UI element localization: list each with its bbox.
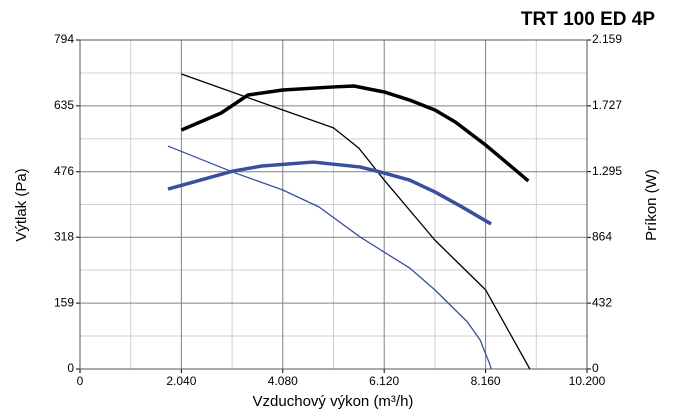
x-tick-label: 2.040 [166,374,196,388]
chart-title: TRT 100 ED 4P [521,9,655,30]
y2-tick-label: 2.159 [592,32,622,46]
y2-axis-label: Príkon (W) [643,169,660,241]
y-tick-label: 476 [54,164,74,178]
y2-tick-label: 432 [592,295,612,309]
series-line [180,84,530,183]
x-tick-label: 6.120 [369,374,399,388]
y2-tick-label: 1.727 [592,98,622,112]
series-line [167,145,492,370]
y-tick-label: 0 [67,361,74,375]
x-tick-label: 4.080 [268,374,298,388]
y-tick-label: 159 [54,295,74,309]
y-tick-label: 318 [54,229,74,243]
x-axis-label: Vzduchový výkon (m³/h) [253,393,414,410]
plot-frame [79,39,588,370]
x-tick-label: 8.160 [471,374,501,388]
y-tick-label: 794 [54,32,74,46]
y2-tick-label: 1.295 [592,164,622,178]
series-line [167,160,492,226]
y2-tick-label: 864 [592,230,612,244]
x-tick-label: 0 [77,374,84,388]
series-line [181,73,531,370]
y-tick-label: 635 [54,98,74,112]
x-tick-label: 10.200 [569,374,606,388]
y-axis-label: Výtlak (Pa) [13,168,30,241]
y2-tick-label: 0 [592,361,599,375]
